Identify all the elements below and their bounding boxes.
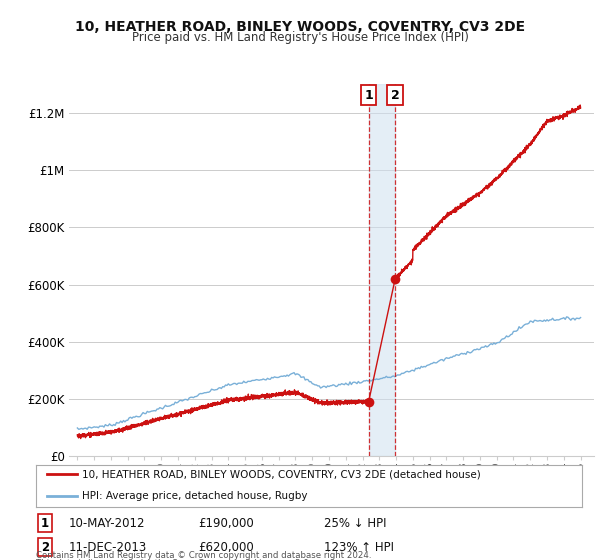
Bar	[368, 84, 395, 456]
Text: Contains HM Land Registry data © Crown copyright and database right 2024.: Contains HM Land Registry data © Crown c…	[36, 551, 371, 560]
Text: £190,000: £190,000	[198, 516, 254, 530]
Text: 1: 1	[364, 89, 373, 102]
Text: 2: 2	[41, 540, 49, 554]
Text: 10-MAY-2012: 10-MAY-2012	[69, 516, 146, 530]
Text: Price paid vs. HM Land Registry's House Price Index (HPI): Price paid vs. HM Land Registry's House …	[131, 31, 469, 44]
Text: HPI: Average price, detached house, Rugby: HPI: Average price, detached house, Rugb…	[82, 491, 308, 501]
Text: 25% ↓ HPI: 25% ↓ HPI	[324, 516, 386, 530]
Text: 10, HEATHER ROAD, BINLEY WOODS, COVENTRY, CV3 2DE (detached house): 10, HEATHER ROAD, BINLEY WOODS, COVENTRY…	[82, 469, 481, 479]
Text: 2: 2	[391, 89, 400, 102]
Text: 1: 1	[41, 516, 49, 530]
Text: 11-DEC-2013: 11-DEC-2013	[69, 540, 147, 554]
Text: 123% ↑ HPI: 123% ↑ HPI	[324, 540, 394, 554]
Text: This data is licensed under the Open Government Licence v3.0.: This data is licensed under the Open Gov…	[36, 559, 311, 560]
Text: £620,000: £620,000	[198, 540, 254, 554]
Text: 10, HEATHER ROAD, BINLEY WOODS, COVENTRY, CV3 2DE: 10, HEATHER ROAD, BINLEY WOODS, COVENTRY…	[75, 20, 525, 34]
